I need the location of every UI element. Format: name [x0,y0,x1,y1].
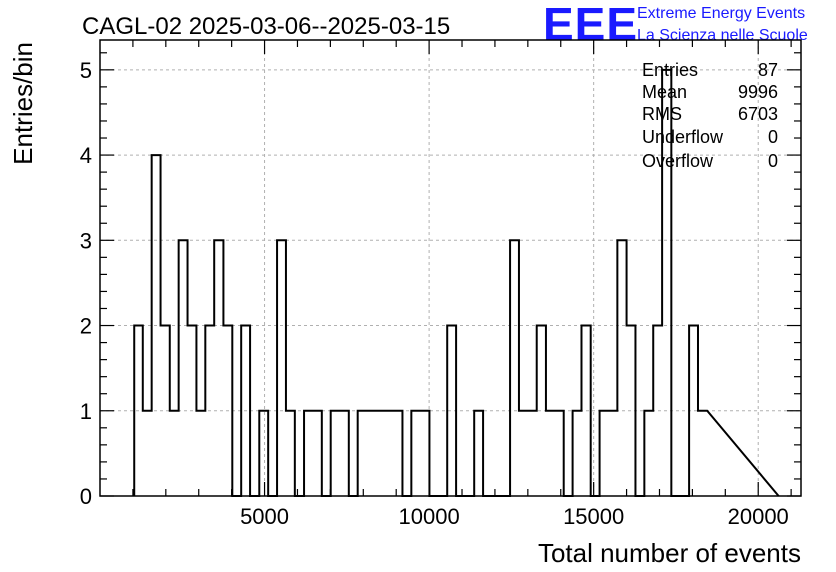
histogram-bin [510,240,519,496]
histogram-bin [214,240,223,496]
histogram-outline [133,68,780,497]
histogram-bin [394,411,403,496]
histogram-bin [358,411,367,496]
logo-line-1: Extreme Energy Events [637,5,805,22]
axis-ticks: 5000 10000 15000 20000 0 1 2 3 4 5 [80,40,801,529]
x-tick-label: 10000 [399,504,460,529]
histogram-bin [259,411,268,496]
histogram-bin [698,411,707,496]
histogram-bin [196,411,205,496]
y-tick-label: 2 [80,314,92,339]
histogram-bin [375,411,384,496]
plot-frame [99,39,802,497]
histogram-bin [528,411,537,496]
histogram-bin [474,411,483,496]
x-tick-label: 5000 [240,504,289,529]
y-axis-label: Entries/bin [8,42,38,165]
histogram-bin [573,411,582,496]
stats-box: Entries 87 Mean 9996 RMS 6703 Underflow … [642,60,778,171]
histogram-bin [385,411,394,496]
histogram-bin [286,411,295,496]
histogram-bin [170,411,179,496]
histogram-bin [644,411,653,496]
stats-value-overflow: 0 [768,151,778,171]
x-tick-label: 20000 [728,504,789,529]
stats-label-underflow: Underflow [642,127,724,147]
x-axis-label: Total number of events [538,538,801,568]
logo-line-2: La Scienza nelle Scuole [637,27,808,44]
y-tick-label: 4 [80,143,92,168]
histogram-bin [277,240,286,496]
histogram-bin [617,240,626,496]
eee-logo: EEE Extreme Energy Events La Scienza nel… [543,0,808,50]
stats-label-rms: RMS [642,104,682,124]
chart-title: CAGL-02 2025-03-06--2025-03-15 [82,13,450,40]
histogram-bin [420,411,429,496]
y-tick-label: 3 [80,228,92,253]
histogram-bin [546,411,555,496]
logo-mark: EEE [543,0,638,50]
y-tick-label: 5 [80,58,92,83]
histogram-bin [143,411,152,496]
stats-label-mean: Mean [642,82,687,102]
plot-border [99,39,802,497]
stats-label-overflow: Overflow [642,151,714,171]
histogram-bars [133,68,780,497]
y-tick-label: 0 [80,484,92,509]
histogram-bin [367,411,376,496]
histogram-bin [555,411,564,496]
histogram-bin [304,411,313,496]
stats-value-rms: 6703 [738,104,778,124]
y-tick-label: 1 [80,399,92,424]
histogram-bin [331,411,340,496]
stats-label-entries: Entries [642,60,698,80]
x-tick-label: 15000 [563,504,624,529]
histogram-bin [411,411,420,496]
stats-value-mean: 9996 [738,82,778,102]
histogram-bin [519,411,528,496]
histogram-bin [608,411,617,496]
grid-lines [100,40,801,496]
histogram-bin [340,411,349,496]
stats-value-entries: 87 [758,60,778,80]
histogram-bin [600,411,609,496]
histogram-bin [313,411,322,496]
stats-value-underflow: 0 [768,127,778,147]
histogram-bin [179,240,188,496]
